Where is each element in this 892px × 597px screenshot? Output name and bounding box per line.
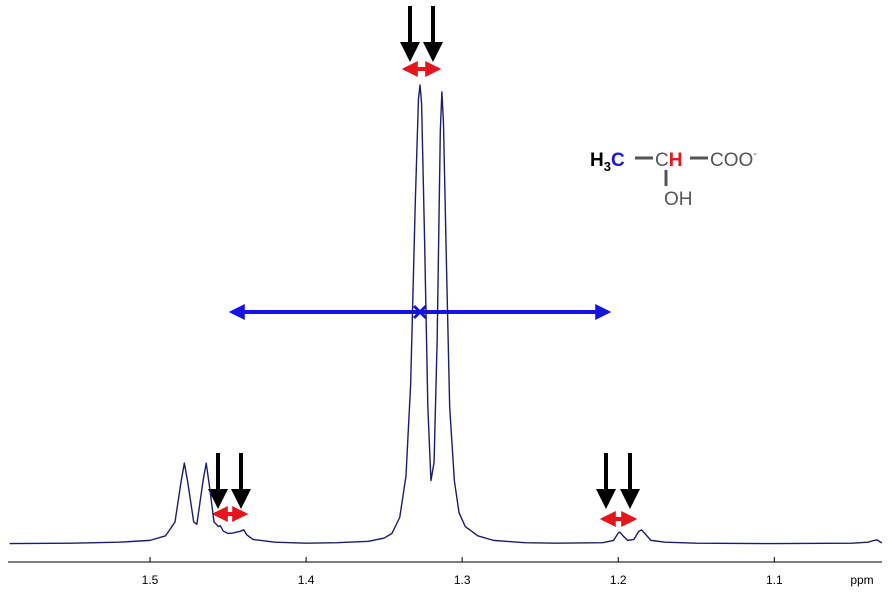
annotation-arrows <box>208 6 640 527</box>
structure-label: CH <box>655 150 682 171</box>
x-tick-label: 1.4 <box>298 573 315 587</box>
structure-label: COO- <box>710 148 757 171</box>
x-tick-label: 1.1 <box>766 573 783 587</box>
spectrum-line <box>9 84 883 545</box>
structure: H3C CH COO- OH <box>590 148 757 210</box>
x-tick-label: 1.5 <box>142 573 159 587</box>
x-tick-label: 1.2 <box>610 573 627 587</box>
x-tick-label: 1.3 <box>454 573 471 587</box>
structure-label: OH <box>664 189 693 210</box>
structure-label: H3C <box>590 150 625 174</box>
x-axis-label: ppm <box>850 573 873 587</box>
